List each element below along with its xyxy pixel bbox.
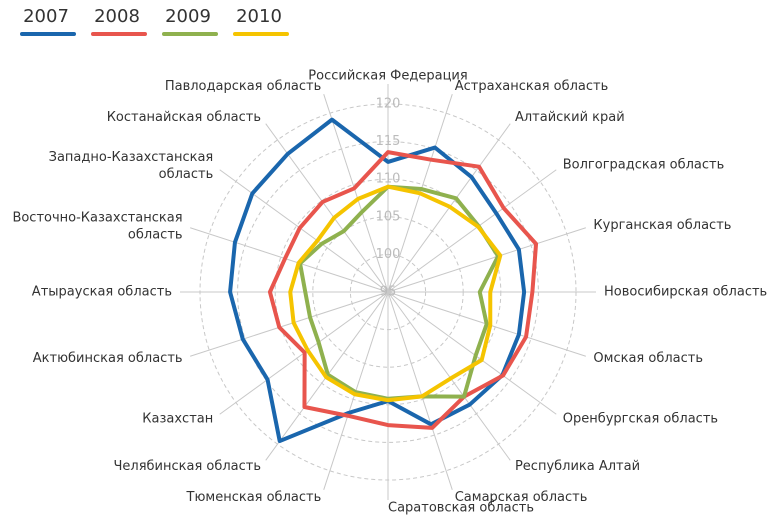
series-line bbox=[288, 184, 503, 403]
category-label: Омская область bbox=[593, 351, 703, 366]
r-tick-label: 115 bbox=[376, 134, 401, 149]
spoke bbox=[387, 169, 557, 293]
spoke bbox=[190, 291, 389, 357]
spoke bbox=[265, 123, 389, 293]
category-label: Атырауская область bbox=[32, 285, 172, 300]
r-tick-label: 120 bbox=[376, 97, 401, 112]
category-label: Павлодарская область bbox=[165, 79, 321, 94]
spoke bbox=[219, 169, 389, 293]
legend-label: 2009 bbox=[165, 6, 211, 27]
category-label: Оренбургская область bbox=[563, 411, 718, 426]
category-label: Российская Федерация bbox=[308, 69, 467, 84]
category-label: Костанайская область bbox=[107, 110, 261, 125]
spoke bbox=[387, 291, 453, 490]
r-tick-label: 110 bbox=[376, 172, 401, 187]
category-label: Астраханская область bbox=[455, 79, 609, 94]
spoke bbox=[387, 227, 586, 293]
r-tick-label: 105 bbox=[376, 209, 401, 224]
category-label: Казахстан bbox=[142, 411, 213, 426]
category-label: Курганская область bbox=[593, 218, 731, 233]
category-label: Челябинская область bbox=[113, 459, 261, 474]
spoke bbox=[323, 94, 389, 293]
r-tick-label: 100 bbox=[376, 247, 401, 262]
spoke bbox=[387, 291, 557, 415]
legend-label: 2008 bbox=[94, 6, 140, 27]
category-label: Западно-Казахстанская область bbox=[49, 150, 214, 182]
legend-label: 2007 bbox=[23, 6, 69, 27]
category-label: Новосибирская область bbox=[604, 285, 767, 300]
category-label: Тюменская область bbox=[186, 490, 322, 505]
category-label: Восточно-Казахстанская область bbox=[12, 210, 182, 242]
category-label: Республика Алтай bbox=[515, 459, 640, 474]
spoke bbox=[190, 227, 389, 293]
category-label: Саратовская область bbox=[388, 501, 534, 515]
legend-label: 2010 bbox=[236, 6, 282, 27]
r-tick-label: 95 bbox=[380, 285, 397, 300]
category-label: Волгоградская область bbox=[563, 158, 725, 173]
category-label: Алтайский край bbox=[515, 110, 625, 125]
series-line bbox=[267, 150, 539, 430]
category-label: Актюбинская область bbox=[33, 351, 183, 366]
category-label: Самарская область bbox=[455, 490, 588, 505]
spoke bbox=[387, 291, 511, 461]
